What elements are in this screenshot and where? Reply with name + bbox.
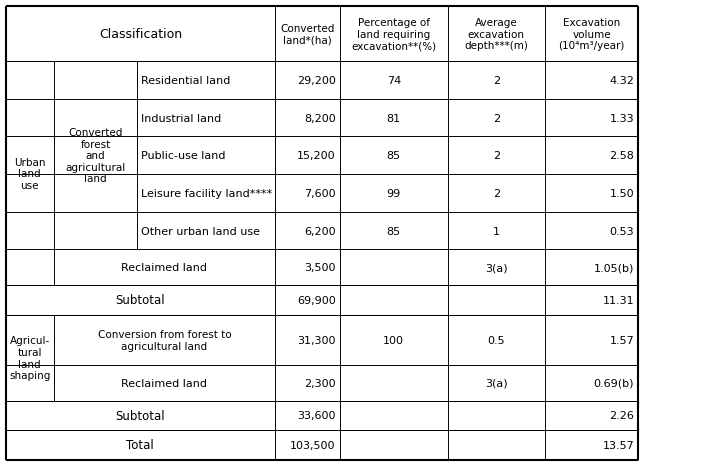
Text: Industrial land: Industrial land: [141, 113, 222, 123]
Text: 33,600: 33,600: [298, 411, 336, 420]
Text: Conversion from forest to
agricultural land: Conversion from forest to agricultural l…: [98, 329, 231, 351]
Text: 103,500: 103,500: [291, 440, 336, 450]
Text: 1.50: 1.50: [609, 188, 634, 198]
Text: 69,900: 69,900: [297, 296, 336, 305]
Text: 31,300: 31,300: [298, 335, 336, 345]
Text: 0.5: 0.5: [488, 335, 505, 345]
Text: 8,200: 8,200: [304, 113, 336, 123]
Text: 85: 85: [387, 151, 401, 161]
Text: Public-use land: Public-use land: [141, 151, 226, 161]
Text: Converted
land*(ha): Converted land*(ha): [281, 24, 334, 45]
Text: 15,200: 15,200: [297, 151, 336, 161]
Text: 99: 99: [387, 188, 401, 198]
Text: 3(a): 3(a): [485, 378, 508, 388]
Text: 2: 2: [493, 76, 500, 86]
Text: 2.58: 2.58: [609, 151, 634, 161]
Text: 6,200: 6,200: [304, 226, 336, 236]
Text: 4.32: 4.32: [609, 76, 634, 86]
Text: 0.53: 0.53: [609, 226, 634, 236]
Text: Average
excavation
depth***(m): Average excavation depth***(m): [464, 18, 528, 51]
Text: Subtotal: Subtotal: [115, 294, 165, 307]
Text: Excavation
volume
(10⁴m³/year): Excavation volume (10⁴m³/year): [559, 18, 625, 51]
Text: 1.57: 1.57: [609, 335, 634, 345]
Text: 11.31: 11.31: [602, 296, 634, 305]
Text: Classification: Classification: [99, 28, 182, 41]
Text: 1.33: 1.33: [609, 113, 634, 123]
Text: Reclaimed land: Reclaimed land: [122, 378, 207, 388]
Text: 2: 2: [493, 188, 500, 198]
Text: Residential land: Residential land: [141, 76, 230, 86]
Text: Other urban land use: Other urban land use: [141, 226, 260, 236]
Text: Urban
land
use: Urban land use: [14, 157, 45, 190]
Text: 3(a): 3(a): [485, 263, 508, 273]
Text: 1: 1: [493, 226, 500, 236]
Text: 3,500: 3,500: [304, 263, 336, 273]
Text: Leisure facility land****: Leisure facility land****: [141, 188, 273, 198]
Text: 2: 2: [493, 151, 500, 161]
Text: 85: 85: [387, 226, 401, 236]
Text: 0.69(b): 0.69(b): [594, 378, 634, 388]
Text: Total: Total: [127, 438, 154, 452]
Text: 29,200: 29,200: [297, 76, 336, 86]
Text: 2: 2: [493, 113, 500, 123]
Text: 2,300: 2,300: [304, 378, 336, 388]
Text: 100: 100: [383, 335, 404, 345]
Text: 74: 74: [387, 76, 401, 86]
Text: 7,600: 7,600: [304, 188, 336, 198]
Text: 13.57: 13.57: [602, 440, 634, 450]
Text: Agricul-
tural
land
shaping: Agricul- tural land shaping: [9, 336, 50, 380]
Text: Subtotal: Subtotal: [115, 409, 165, 422]
Text: Percentage of
land requiring
excavation**(%): Percentage of land requiring excavation*…: [351, 18, 436, 51]
Text: Reclaimed land: Reclaimed land: [122, 263, 207, 273]
Text: 1.05(b): 1.05(b): [594, 263, 634, 273]
Text: Converted
forest
and
agricultural
land: Converted forest and agricultural land: [65, 128, 126, 184]
Text: 81: 81: [387, 113, 401, 123]
Text: 2.26: 2.26: [609, 411, 634, 420]
